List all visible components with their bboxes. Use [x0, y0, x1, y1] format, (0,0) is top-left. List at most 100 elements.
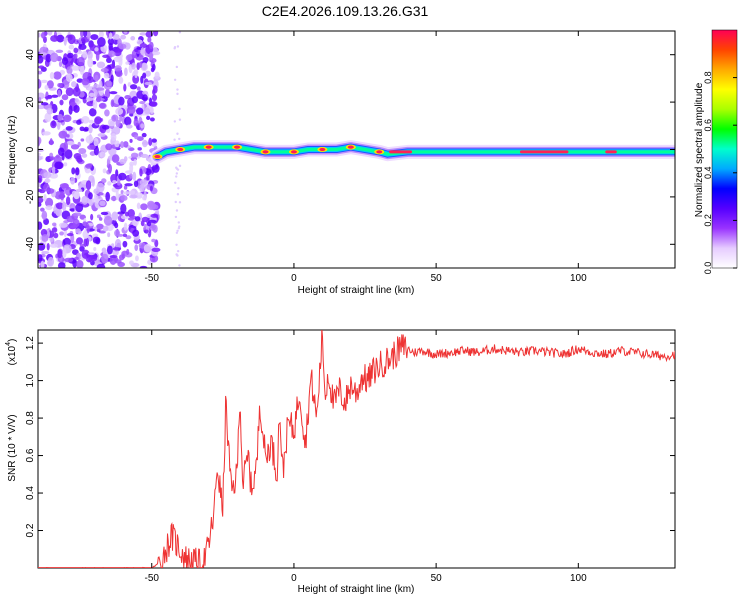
y-tick-label: 1.2: [25, 336, 36, 350]
noise-speckle: [38, 196, 44, 204]
noise-speckle: [38, 104, 46, 110]
noise-speckle: [53, 232, 59, 239]
noise-speckle: [81, 78, 90, 86]
noise-speckle: [173, 138, 176, 141]
noise-speckle: [53, 71, 62, 80]
noise-speckle: [143, 243, 152, 253]
noise-speckle: [107, 38, 115, 46]
noise-speckle: [106, 57, 112, 64]
noise-speckle: [144, 229, 149, 234]
noise-speckle: [175, 65, 179, 69]
noise-speckle: [142, 56, 149, 63]
noise-speckle: [176, 45, 180, 48]
noise-speckle: [111, 211, 119, 221]
noise-speckle: [38, 152, 41, 157]
colorbar-tick-label: 0.8: [703, 71, 713, 84]
noise-speckle: [68, 105, 73, 115]
noise-speckle: [137, 147, 142, 151]
noise-speckle: [154, 71, 160, 79]
noise-speckle: [38, 137, 41, 147]
noise-speckle: [111, 154, 120, 163]
noise-speckle: [38, 65, 45, 69]
noise-speckle: [65, 189, 70, 195]
noise-speckle: [113, 34, 120, 41]
snr-multiplier-close: ): [7, 339, 18, 342]
noise-speckle: [175, 253, 178, 256]
noise-speckle: [93, 188, 100, 195]
noise-speckle: [69, 208, 76, 212]
noise-speckle: [81, 249, 90, 260]
noise-speckle: [120, 34, 127, 40]
noise-speckle: [96, 61, 106, 69]
noise-speckle: [38, 148, 45, 153]
noise-speckle: [129, 194, 138, 199]
noise-speckle: [83, 238, 88, 248]
noise-speckle: [67, 34, 76, 45]
noise-speckle: [102, 168, 107, 174]
noise-speckle: [138, 61, 143, 68]
noise-speckle: [40, 79, 48, 84]
noise-speckle: [44, 197, 54, 208]
noise-speckle: [38, 188, 43, 192]
noise-speckle: [115, 107, 124, 116]
x-tick-label: -50: [145, 573, 160, 584]
noise-speckle: [175, 167, 179, 170]
noise-speckle: [71, 81, 77, 88]
noise-speckle: [82, 50, 88, 58]
noise-speckle: [70, 176, 76, 185]
noise-speckle: [87, 57, 94, 68]
noise-speckle: [101, 125, 110, 130]
noise-speckle: [78, 147, 87, 155]
noise-speckle: [118, 57, 123, 67]
spectrogram-xlabel: Height of straight line (km): [298, 285, 415, 296]
colorbar: 0.0 0.2 0.4 0.6 0.8 Normalized spectral ampl…: [694, 29, 738, 274]
noise-speckle: [74, 98, 79, 103]
noise-speckle: [134, 134, 139, 140]
noise-speckle: [81, 153, 88, 158]
y-tick-label: 0.4: [25, 486, 36, 500]
noise-speckle: [125, 54, 133, 61]
noise-speckle: [104, 88, 111, 99]
noise-speckle: [129, 172, 133, 179]
noise-speckle: [85, 163, 93, 169]
noise-speckle: [134, 216, 141, 222]
noise-speckle: [122, 240, 128, 248]
noise-speckle: [115, 190, 119, 200]
noise-speckle: [59, 183, 69, 189]
noise-speckle: [72, 259, 78, 268]
noise-speckle: [107, 163, 113, 174]
noise-speckle: [151, 138, 157, 143]
noise-speckle: [178, 201, 182, 204]
noise-speckle: [59, 99, 64, 106]
noise-speckle: [87, 86, 93, 91]
noise-speckle: [139, 32, 147, 36]
noise-speckle: [38, 32, 41, 38]
noise-speckle: [139, 101, 146, 105]
noise-speckle: [40, 102, 49, 106]
noise-speckle: [85, 97, 94, 102]
noise-speckle: [139, 183, 145, 193]
noise-speckle: [174, 215, 178, 219]
noise-speckle: [59, 231, 64, 236]
noise-speckle: [152, 89, 156, 95]
noise-speckle: [46, 242, 50, 251]
noise-speckle: [146, 173, 150, 181]
noise-speckle: [131, 96, 139, 104]
noise-speckle: [78, 44, 87, 50]
noise-speckle: [72, 212, 82, 217]
snr-line: [38, 330, 675, 568]
noise-speckle: [110, 133, 117, 142]
noise-speckle: [57, 122, 61, 130]
noise-speckle: [96, 223, 104, 230]
noise-speckle: [111, 114, 119, 122]
x-tick-label: 0: [291, 273, 297, 284]
noise-speckle: [178, 164, 182, 168]
x-tick-label: 100: [570, 273, 587, 284]
noise-speckle: [63, 237, 71, 246]
y-tick-label: 0.6: [25, 448, 36, 462]
noise-speckle: [65, 196, 71, 206]
noise-speckle: [74, 167, 80, 176]
noise-speckle: [124, 183, 133, 187]
noise-speckle: [51, 222, 57, 227]
noise-speckle: [100, 67, 109, 73]
